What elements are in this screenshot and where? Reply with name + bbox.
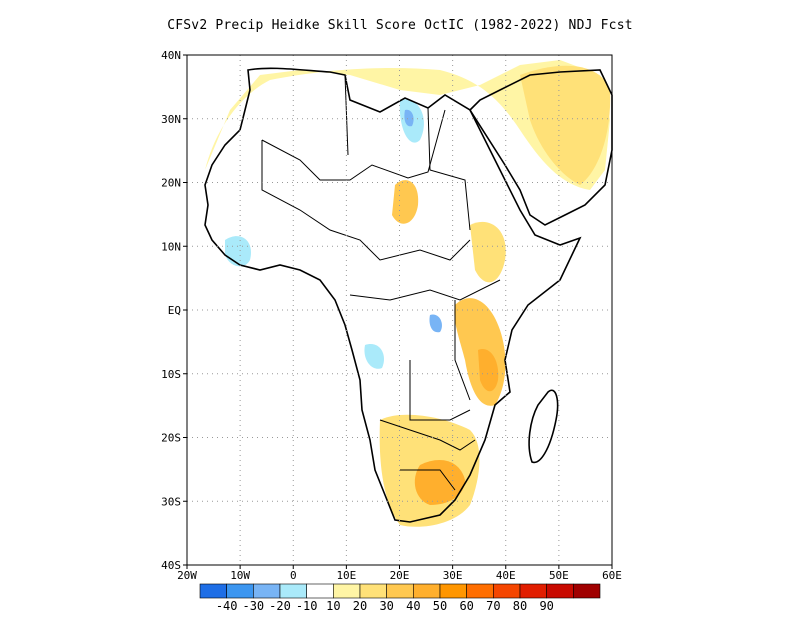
coastlines [204,67,613,523]
lat-label: EQ [168,304,181,317]
lat-label: 40N [161,49,181,62]
colorbar-label: 20 [353,599,367,613]
border-1 [261,109,446,181]
shade-ethiopia [470,221,506,283]
colorbar-label: 80 [513,599,527,613]
colorbar-label: 70 [486,599,500,613]
borders [261,74,501,491]
shade-congo-blue [364,344,385,369]
border-2 [261,140,471,261]
lon-label: 20W [177,569,197,582]
colorbar-label: 60 [459,599,473,613]
colorbar-swatch [386,583,414,599]
border-8 [400,469,456,491]
colorbar-swatch [573,583,601,599]
lat-label: 10N [161,240,181,253]
lon-label: 60E [602,569,622,582]
map-title: CFSv2 Precip Heidke Skill Score OctIC (1… [167,18,633,33]
lat-label: 10S [161,368,181,381]
lat-label: 30N [161,113,181,126]
shade-congo-blue-core [429,314,442,333]
shade-south-africa-core [414,460,465,505]
colorbar-swatch [306,583,334,599]
border-5 [349,279,501,301]
colorbar-swatch [546,583,574,599]
colorbar-swatch [226,583,254,599]
colorbar-swatch [466,583,494,599]
lon-label: 0 [290,569,297,582]
colorbar-swatch [279,583,307,599]
colorbar-swatch [493,583,521,599]
shade-east-africa-core [478,349,499,392]
colorbar-label: 90 [539,599,553,613]
colorbar-swatch [359,583,387,599]
shade-north-light [205,60,610,190]
colorbar-swatch [199,583,227,599]
border-4 [427,107,471,231]
lat-label: 20N [161,177,181,190]
colorbar-label: 40 [406,599,420,613]
lon-label: 30E [443,569,463,582]
arabia-coast [468,69,613,226]
colorbar [199,583,601,599]
skill-shading [205,60,611,527]
longitude-labels: 20W 10W 0 10E 20E 30E 40E 50E 60E [177,565,622,582]
colorbar-label: -10 [296,599,318,613]
colorbar-labels: -40 -30 -20 -10 10 20 30 40 50 60 70 80 90 [216,599,554,613]
shade-libya-blue-core [404,109,414,127]
colorbar-swatch [333,583,361,599]
colorbar-swatch [253,583,281,599]
colorbar-label: -20 [269,599,291,613]
colorbar-swatch [519,583,547,599]
lat-label: 30S [161,495,181,508]
lon-label: 40E [496,569,516,582]
border-6 [409,360,471,421]
lon-label: 10W [230,569,250,582]
colorbar-label: -40 [216,599,238,613]
lat-label: 40S [161,559,181,572]
latitude-labels: 40N 30N 20N 10N EQ 10S 20S 30S 40S [161,49,187,572]
gridlines [187,55,612,565]
colorbar-label: 30 [379,599,393,613]
colorbar-swatch [439,583,467,599]
map-area [186,54,613,566]
madagascar-coast [528,389,559,464]
colorbar-label: 10 [326,599,340,613]
colorbar-label: 50 [433,599,447,613]
border-9 [454,300,471,401]
colorbar-swatch [413,583,441,599]
lon-label: 20E [390,569,410,582]
lon-label: 10E [336,569,356,582]
shade-central-sahel [392,180,419,224]
colorbar-label: -30 [242,599,264,613]
lat-label: 20S [161,432,181,445]
africa-coast [204,67,582,523]
shade-arabia [520,65,611,185]
border-7 [379,419,476,451]
lon-label: 50E [549,569,569,582]
